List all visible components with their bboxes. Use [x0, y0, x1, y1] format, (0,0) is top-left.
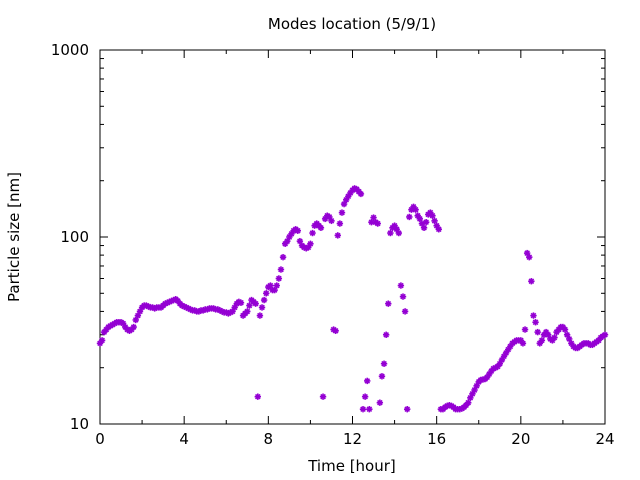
- data-point: [332, 327, 339, 335]
- data-point: [561, 326, 569, 333]
- data-point: [319, 393, 327, 400]
- data-point: [254, 393, 262, 400]
- data-point: [404, 405, 411, 413]
- data-points: [96, 185, 609, 413]
- data-point: [397, 282, 405, 289]
- data-point: [382, 331, 390, 338]
- y-tick-label: 1000: [51, 41, 89, 59]
- data-point: [336, 220, 344, 227]
- x-tick-label: 4: [179, 430, 189, 448]
- data-point: [374, 220, 381, 227]
- data-point: [431, 217, 438, 225]
- data-point: [277, 266, 285, 273]
- x-tick-label: 16: [427, 430, 446, 448]
- data-point: [258, 304, 266, 311]
- data-point: [334, 232, 341, 239]
- data-point: [378, 373, 386, 380]
- data-point: [563, 331, 571, 338]
- data-point: [401, 308, 409, 315]
- x-tick-label: 12: [343, 430, 362, 448]
- data-point: [521, 326, 529, 333]
- data-point: [252, 300, 259, 307]
- data-point: [399, 293, 407, 300]
- data-point: [519, 340, 527, 347]
- data-point: [387, 229, 394, 237]
- data-point: [528, 278, 535, 285]
- x-tick-label: 24: [595, 430, 614, 448]
- data-point: [244, 308, 251, 315]
- data-point: [370, 214, 377, 221]
- data-point: [465, 399, 472, 406]
- data-point: [435, 226, 442, 233]
- data-point: [601, 331, 609, 338]
- data-point: [551, 334, 558, 341]
- data-point: [429, 212, 436, 219]
- data-point: [275, 275, 283, 282]
- data-point: [279, 253, 287, 261]
- data-point: [328, 217, 335, 225]
- data-point: [385, 300, 392, 307]
- data-point: [317, 224, 325, 231]
- data-point: [534, 328, 541, 336]
- x-tick-label: 20: [511, 430, 530, 448]
- x-tick-label: 0: [95, 430, 105, 448]
- data-point: [359, 405, 367, 413]
- data-point: [357, 190, 365, 198]
- data-point: [532, 319, 539, 326]
- x-axis: 0 4 8 12 16 20 24: [95, 50, 615, 448]
- data-point: [307, 240, 314, 247]
- data-point: [338, 209, 346, 216]
- data-point: [256, 312, 264, 319]
- data-point: [412, 206, 419, 213]
- data-point: [130, 323, 137, 331]
- data-point: [246, 302, 253, 309]
- x-axis-label: Time [hour]: [307, 457, 396, 475]
- y-axis: 10 100 1000: [51, 41, 605, 433]
- data-point: [237, 299, 245, 306]
- data-point: [260, 296, 268, 304]
- data-point: [263, 290, 270, 297]
- x-tick-label: 8: [264, 430, 274, 448]
- y-axis-label: Particle size [nm]: [5, 172, 23, 302]
- data-point: [530, 312, 537, 319]
- data-point: [361, 393, 369, 400]
- data-point: [380, 360, 388, 367]
- y-tick-label: 100: [60, 228, 89, 246]
- data-point: [309, 229, 316, 237]
- y-tick-label: 10: [70, 415, 89, 433]
- data-point: [98, 337, 106, 344]
- data-point: [376, 399, 384, 406]
- plot-area-frame: [99, 49, 606, 425]
- data-point: [406, 213, 413, 221]
- data-point: [395, 229, 402, 237]
- data-point: [538, 337, 546, 344]
- data-point: [273, 282, 280, 289]
- chart-title: Modes location (5/9/1): [268, 15, 436, 33]
- data-point: [366, 405, 373, 413]
- data-point: [364, 377, 371, 385]
- data-point: [294, 227, 301, 234]
- data-point: [526, 253, 533, 261]
- data-point: [420, 224, 428, 231]
- data-point: [422, 218, 430, 226]
